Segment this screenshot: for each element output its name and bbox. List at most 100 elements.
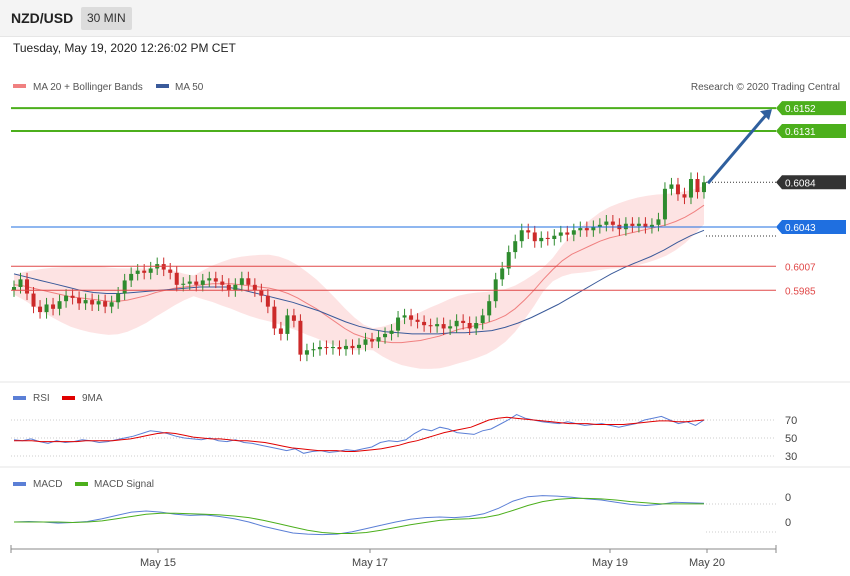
candle-body <box>278 328 283 334</box>
candle-body <box>376 337 381 342</box>
candle-body <box>500 268 505 280</box>
candle-body <box>291 315 296 321</box>
candle-body <box>662 188 667 220</box>
candle-body <box>675 184 680 195</box>
candle-body <box>383 333 388 338</box>
candle-body <box>174 272 179 285</box>
pair-title: NZD/USD <box>11 10 74 26</box>
candle-body <box>304 350 309 355</box>
candle-body <box>656 219 661 225</box>
candle-body <box>77 297 82 304</box>
candle-body <box>239 278 244 285</box>
candle-body <box>343 345 348 350</box>
candle-body <box>461 320 466 323</box>
macd-series-1 <box>14 497 704 534</box>
candle-body <box>259 290 264 296</box>
rsi-legend-swatch <box>13 396 26 400</box>
candle-body <box>83 300 88 304</box>
level-value-0.6043: 0.6043 <box>785 223 816 234</box>
candle-body <box>389 330 394 334</box>
candle-body <box>298 320 303 355</box>
candle-body <box>12 287 16 291</box>
candle-body <box>565 232 570 235</box>
ma20-legend-label: MA 20 + Bollinger Bands <box>33 82 143 93</box>
x-tick-label: May 20 <box>689 557 725 569</box>
x-tick-label: May 17 <box>352 557 388 569</box>
ma50-legend-swatch <box>156 84 169 88</box>
candle-body <box>688 179 693 198</box>
candle-body <box>584 228 589 231</box>
x-axis: May 15 May 17 May 19 May 20 <box>10 545 777 569</box>
timeframe-button[interactable]: 30 MIN <box>81 7 132 30</box>
candle-body <box>630 223 635 226</box>
ma20-legend-swatch <box>13 84 26 88</box>
macd-tick-label: 0 <box>785 492 791 504</box>
candle-body <box>506 252 511 269</box>
bollinger-band <box>14 186 704 369</box>
rsi-panel: 70 50 30 <box>11 414 797 463</box>
candle-body <box>31 293 36 307</box>
level-value-0.6131: 0.6131 <box>785 127 816 138</box>
candle-body <box>402 315 407 318</box>
rsi-series-0 <box>13 414 705 454</box>
candle-body <box>148 268 153 273</box>
candle-body <box>161 264 166 270</box>
candle-body <box>200 280 205 285</box>
macd-signal-legend-swatch <box>75 482 88 486</box>
ma50-line <box>13 229 705 335</box>
candle-body <box>532 232 537 242</box>
candle-body <box>643 223 648 227</box>
macd-legend-label: MACD <box>33 479 62 490</box>
candle-body <box>552 235 557 239</box>
level-tag-0.6131 <box>776 124 846 138</box>
candle-body <box>591 227 596 231</box>
candle-body <box>597 224 602 227</box>
candle-body <box>604 221 609 225</box>
candle-body <box>18 279 23 287</box>
rsi9ma-legend-swatch <box>62 396 75 400</box>
chart-datetime: Tuesday, May 19, 2020 12:26:02 PM CET <box>13 41 236 55</box>
candle-body <box>467 323 472 329</box>
macd-legend-swatch <box>13 482 26 486</box>
level-value-0.6084: 0.6084 <box>785 178 816 189</box>
level-value-0.5985: 0.5985 <box>785 286 816 297</box>
levels-layer: 0.6152 0.6131 0.6084 0.6043 0.6007 0.5985 <box>11 101 846 297</box>
candle-body <box>252 284 257 291</box>
candle-body <box>519 230 524 242</box>
candle-body <box>220 281 225 285</box>
level-value-0.6152: 0.6152 <box>785 104 816 115</box>
candle-body <box>370 339 375 342</box>
candle-body <box>44 304 49 313</box>
candle-body <box>51 304 56 309</box>
candle-body <box>233 284 238 291</box>
candle-body <box>330 347 335 349</box>
candle-body <box>350 345 355 349</box>
candle-body <box>571 230 576 235</box>
candle-body <box>122 280 127 294</box>
candle-body <box>448 326 453 329</box>
candle-body <box>317 347 322 350</box>
rsi-series-1 <box>14 416 705 452</box>
candle-body <box>363 339 368 345</box>
level-tag-0.6084 <box>776 175 846 190</box>
candle-body <box>623 223 628 230</box>
candle-body <box>435 324 440 327</box>
candle-body <box>337 347 342 350</box>
candle-body <box>474 323 479 329</box>
candle-body <box>610 221 615 225</box>
candle-body <box>545 237 550 239</box>
candle-body <box>135 270 140 274</box>
macd-panel: 00 <box>13 492 791 536</box>
candle-body <box>265 295 270 307</box>
candle-body <box>526 230 531 233</box>
forecast-arrowhead <box>760 109 772 121</box>
candle-body <box>57 301 62 309</box>
candle-body <box>25 279 30 294</box>
candle-body <box>428 325 433 327</box>
candle-body <box>226 284 231 291</box>
candle-body <box>415 319 420 322</box>
candle-body <box>96 301 101 305</box>
candle-body <box>513 241 518 253</box>
macd-signal-legend-label: MACD Signal <box>94 479 154 490</box>
